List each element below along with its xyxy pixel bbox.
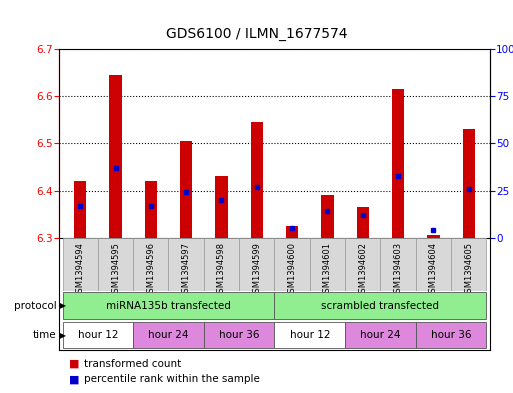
Bar <box>74 181 86 238</box>
Text: GSM1394602: GSM1394602 <box>358 242 367 298</box>
Bar <box>274 292 486 319</box>
Text: ▶: ▶ <box>57 301 66 310</box>
Bar <box>392 89 404 238</box>
Bar <box>286 226 298 238</box>
Text: hour 12: hour 12 <box>289 330 330 340</box>
Bar <box>463 129 475 238</box>
Text: time: time <box>33 330 56 340</box>
Bar <box>251 122 263 238</box>
Text: GDS6100 / ILMN_1677574: GDS6100 / ILMN_1677574 <box>166 27 347 41</box>
Bar <box>145 181 157 238</box>
Bar <box>310 238 345 291</box>
Text: hour 36: hour 36 <box>219 330 260 340</box>
Bar <box>204 322 274 348</box>
Text: ■: ■ <box>69 374 80 384</box>
Text: protocol: protocol <box>14 301 56 310</box>
Bar <box>345 322 416 348</box>
Bar <box>180 141 192 238</box>
Bar <box>416 322 486 348</box>
Text: miRNA135b transfected: miRNA135b transfected <box>106 301 231 310</box>
Text: transformed count: transformed count <box>84 358 181 369</box>
Text: GSM1394595: GSM1394595 <box>111 242 120 298</box>
Bar <box>274 238 310 291</box>
Text: GSM1394596: GSM1394596 <box>146 242 155 298</box>
Text: hour 36: hour 36 <box>431 330 471 340</box>
Bar <box>168 238 204 291</box>
Bar <box>357 207 369 238</box>
Bar <box>427 235 440 238</box>
Text: hour 12: hour 12 <box>77 330 118 340</box>
Bar <box>133 322 204 348</box>
Bar <box>345 238 381 291</box>
Bar <box>416 238 451 291</box>
Text: ▶: ▶ <box>57 331 66 340</box>
Text: GSM1394599: GSM1394599 <box>252 242 261 298</box>
Bar <box>381 238 416 291</box>
Bar <box>109 75 122 238</box>
Bar <box>274 322 345 348</box>
Bar <box>239 238 274 291</box>
Text: GSM1394604: GSM1394604 <box>429 242 438 298</box>
Text: hour 24: hour 24 <box>360 330 401 340</box>
Text: GSM1394600: GSM1394600 <box>288 242 297 298</box>
Bar <box>63 238 98 291</box>
Text: hour 24: hour 24 <box>148 330 189 340</box>
Text: percentile rank within the sample: percentile rank within the sample <box>84 374 260 384</box>
Text: GSM1394597: GSM1394597 <box>182 242 191 298</box>
Text: scrambled transfected: scrambled transfected <box>322 301 440 310</box>
Bar <box>98 238 133 291</box>
Text: GSM1394594: GSM1394594 <box>76 242 85 298</box>
Bar <box>133 238 168 291</box>
Text: GSM1394601: GSM1394601 <box>323 242 332 298</box>
Text: GSM1394605: GSM1394605 <box>464 242 473 298</box>
Bar <box>215 176 228 238</box>
Text: GSM1394598: GSM1394598 <box>217 242 226 298</box>
Bar <box>451 238 486 291</box>
Bar <box>321 195 333 238</box>
Text: GSM1394603: GSM1394603 <box>393 242 403 298</box>
Bar <box>63 322 133 348</box>
Bar <box>63 292 274 319</box>
Text: ■: ■ <box>69 358 80 369</box>
Bar <box>204 238 239 291</box>
